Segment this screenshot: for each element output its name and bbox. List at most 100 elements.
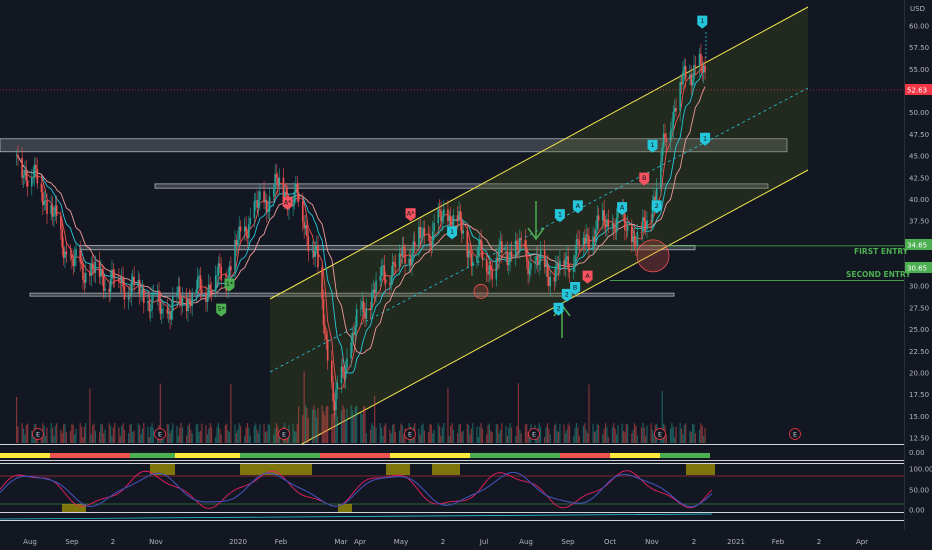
candle-body [283,191,286,199]
volume-bar [267,423,269,443]
earnings-marker[interactable]: E [278,428,290,440]
candle-body [24,169,26,176]
candle-body [156,290,159,295]
candle-body [264,200,267,203]
volume-bar [180,423,182,443]
candle-body [669,131,672,142]
volume-bar [567,423,569,443]
candle-body [304,225,307,229]
candle-body [365,308,368,319]
volume-bar [418,428,420,443]
signal-marker[interactable]: A [572,200,583,214]
volume-bar [75,428,77,443]
signal-marker[interactable]: A [582,270,593,284]
volume-bar [191,433,193,443]
earnings-marker[interactable]: E [32,428,44,440]
candle-body [257,199,260,208]
candle-body [375,280,377,294]
volume-bar [556,430,558,443]
earnings-marker[interactable]: E [654,428,666,440]
volume-bar [510,427,513,443]
candle-body [546,263,549,277]
volume-bar [198,431,200,443]
volume-bar [317,407,319,443]
candle-body [293,192,296,205]
candle-body [178,286,181,299]
time-axis[interactable]: Aug Sep 2 Nov 2020 Feb Mar Apr May 2 Jul Aug Sep Oct N… [23,538,868,546]
volume-bar [393,423,395,443]
volume-bar [342,405,344,443]
signal-marker[interactable]: 2 [561,288,572,302]
volume-bar [398,430,401,443]
signal-marker[interactable]: 1 [697,15,708,29]
candle-body [303,221,305,229]
candle-body [530,263,532,269]
volume-bar [94,430,96,443]
candle-body [476,256,478,262]
volume-bar [151,423,153,443]
volume-bar [199,430,202,443]
signal-marker-label: 1 [650,141,654,149]
candle-body [102,275,105,291]
earnings-marker[interactable]: E [154,428,166,440]
candle-body [311,250,314,252]
earnings-marker[interactable]: E [789,428,801,440]
volume-bar [624,431,626,443]
signal-marker[interactable]: A [617,202,628,216]
candle-body [528,268,531,275]
volume-bar [680,428,683,443]
first-entry-label: FIRST ENTRY [854,247,909,256]
candle-body [61,229,64,248]
candle-body [172,295,174,312]
candle-body [346,358,348,368]
volume-bar [321,405,323,443]
volume-bar [187,425,189,443]
volume-bar [111,435,113,443]
signal-marker[interactable]: 2 [651,200,662,214]
candle-body [275,174,278,178]
volume-bar [98,431,101,443]
candle-body [130,282,133,297]
volume-bar [497,424,499,443]
candle-body [613,223,615,230]
volume-bar [614,428,616,443]
signal-marker[interactable]: A* [282,196,293,210]
signal-marker[interactable]: 1 [554,209,565,223]
earnings-marker[interactable]: E [528,428,540,440]
currency-label: USD [910,5,925,13]
candle-body [177,286,180,294]
candle-body [44,200,47,201]
signal-marker[interactable]: A* [405,208,416,222]
candle-body [592,236,594,250]
first-entry-badge-bg [905,239,932,250]
candle-body [683,66,686,72]
signal-marker-label: A* [407,210,415,218]
volume-bar [577,427,579,443]
candle-body [343,371,346,379]
signal-marker[interactable]: B [570,281,581,295]
candle-body [353,332,355,335]
signal-marker[interactable]: 2 [553,302,564,316]
candle-body [209,284,211,290]
candle-body [487,271,489,275]
earnings-marker[interactable]: E [404,428,416,440]
signal-marker[interactable]: 5* [216,303,227,317]
time-axis-label: 2 [441,538,445,546]
volume-bar [450,425,452,443]
signal-marker[interactable]: 1 [447,226,458,240]
volume-bar [566,429,568,443]
volume-bar [661,390,663,443]
signal-marker[interactable]: 1* [224,278,235,292]
volume-bar [615,434,618,443]
candle-body [228,266,231,278]
signal-marker[interactable]: 1 [647,139,658,153]
candle-body [582,237,585,246]
volume-bar [622,430,625,443]
volume-bar [179,427,181,443]
signal-marker-shape [447,226,458,240]
signal-marker[interactable]: 1 [700,132,711,146]
signal-marker[interactable]: B [639,172,650,186]
